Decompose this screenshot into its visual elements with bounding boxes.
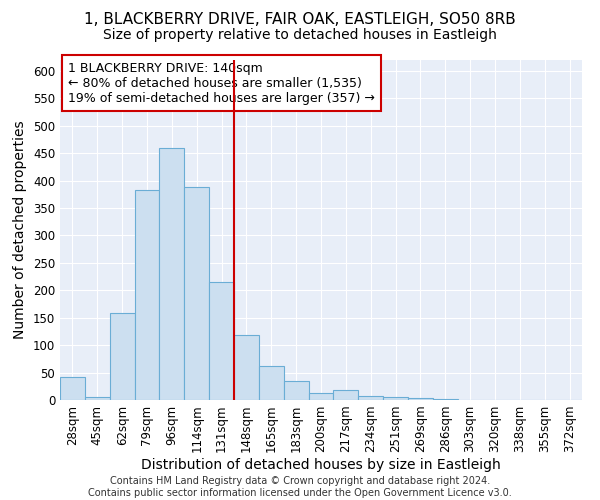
X-axis label: Distribution of detached houses by size in Eastleigh: Distribution of detached houses by size … [141,458,501,472]
Text: 1 BLACKBERRY DRIVE: 140sqm
← 80% of detached houses are smaller (1,535)
19% of s: 1 BLACKBERRY DRIVE: 140sqm ← 80% of deta… [68,62,375,104]
Text: 1, BLACKBERRY DRIVE, FAIR OAK, EASTLEIGH, SO50 8RB: 1, BLACKBERRY DRIVE, FAIR OAK, EASTLEIGH… [84,12,516,28]
Bar [85,398,110,400]
Bar [110,314,134,400]
Bar [160,148,184,400]
Text: Contains HM Land Registry data © Crown copyright and database right 2024.
Contai: Contains HM Land Registry data © Crown c… [88,476,512,498]
Bar [60,377,85,400]
Bar [134,190,160,400]
Bar [383,398,408,400]
Bar [184,187,209,400]
Bar [408,398,433,400]
Text: Size of property relative to detached houses in Eastleigh: Size of property relative to detached ho… [103,28,497,42]
Y-axis label: Number of detached properties: Number of detached properties [13,120,28,340]
Bar [284,381,308,400]
Bar [334,390,358,400]
Bar [259,366,284,400]
Bar [209,282,234,400]
Bar [308,393,334,400]
Bar [358,396,383,400]
Bar [234,336,259,400]
